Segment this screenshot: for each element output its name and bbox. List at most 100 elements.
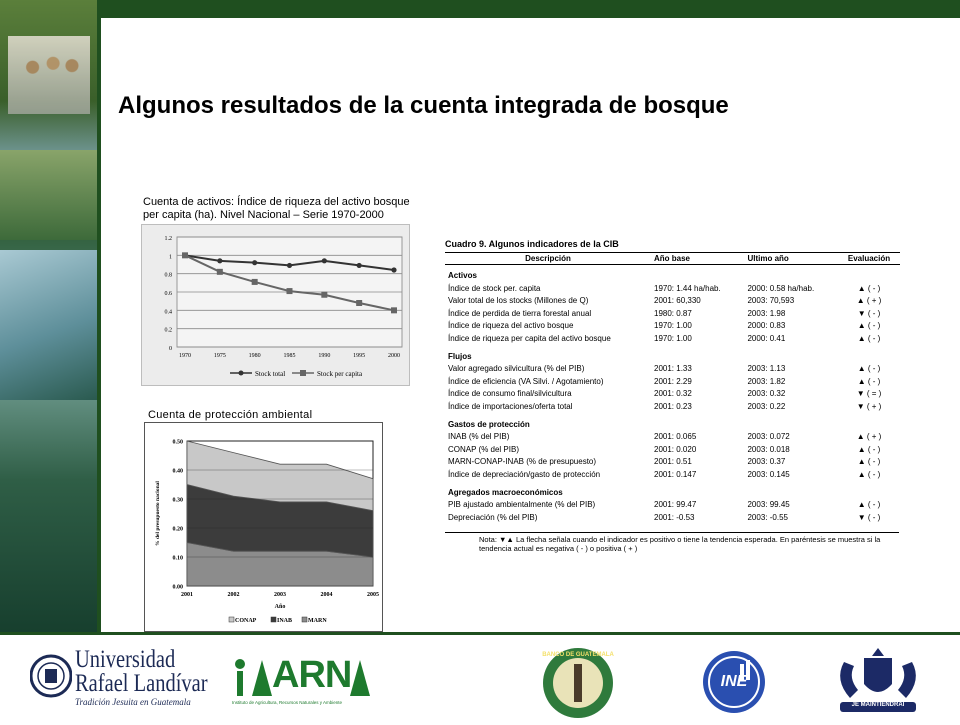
netherlands-coat-of-arms-icon: [830, 646, 926, 716]
x-tick-label: 2005: [367, 592, 379, 598]
cell-ultimo-ano: 2000: 0.83: [747, 321, 786, 331]
legend-marker-stock-total: [238, 370, 244, 376]
cell-descripcion: Índice de riqueza per capita del activo …: [448, 333, 611, 343]
legend-swatch-marn: [301, 616, 308, 623]
cell-ano-base: 2001: 2.29: [654, 376, 692, 386]
cell-descripcion: INAB (% del PIB): [448, 432, 510, 442]
cell-evaluacion: ▼ ( - ): [857, 512, 881, 522]
x-tick-label: 1975: [214, 353, 226, 359]
header-descripcion: Descripción: [445, 252, 651, 265]
table-row: Índice de riqueza del activo bosque 1970:…: [445, 320, 900, 333]
slide-title: Algunos resultados de la cuenta integrad…: [118, 92, 729, 119]
legend-marker-stock-per-capita: [300, 370, 306, 376]
y-tick-label: 0: [169, 346, 172, 352]
data-point: [252, 260, 258, 266]
left-divider: [97, 0, 101, 632]
cell-evaluacion: ▲ ( + ): [856, 432, 882, 442]
cell-descripcion: Valor agregado silvicultura (% del PIB): [448, 364, 585, 374]
data-point: [321, 258, 327, 264]
data-point: [391, 267, 397, 273]
cell-ano-base: 1970: 1.00: [654, 321, 692, 331]
tree-icon: [235, 659, 370, 696]
table-section-row: Flujos: [445, 346, 900, 364]
cell-evaluacion: ▼ ( = ): [856, 389, 882, 399]
chart1-caption-line2: per capita (ha). Nivel Nacional – Serie …: [143, 209, 384, 221]
chart1-caption: Cuenta de activos: Índice de riqueza del…: [143, 196, 443, 222]
cell-evaluacion: ▲ ( - ): [857, 333, 881, 343]
ine-logo-icon: [702, 650, 766, 714]
url-crest-icon: [29, 650, 73, 706]
cell-ano-base: 2001: 0.020: [654, 444, 697, 454]
cell-ano-base: 2001: 0.23: [654, 401, 692, 411]
photo-forest-shore: [0, 150, 97, 240]
cell-ultimo-ano: 2003: 0.072: [747, 432, 790, 442]
y-axis-label: % del presupuesto nacional: [155, 481, 161, 546]
cell-ultimo-ano: 2003: 1.82: [747, 376, 786, 386]
cell-ultimo-ano: 2003: 0.37: [747, 457, 786, 467]
y-tick-label: 0.2: [165, 328, 173, 334]
data-point: [286, 288, 293, 295]
cell-evaluacion: ▼ ( + ): [856, 401, 882, 411]
data-point: [286, 262, 293, 269]
x-tick-label: 1980: [249, 353, 261, 359]
table-row: Índice de importaciones/oferta total 2001…: [445, 401, 900, 414]
cell-ultimo-ano: 2003: 1.98: [747, 308, 786, 318]
iarna-subtitle: Instituto de Agricultura, Recursos Natur…: [232, 700, 343, 705]
cell-evaluacion: ▼ ( - ): [857, 308, 881, 318]
y-tick-label: 0.10: [173, 556, 184, 562]
area-conap: [186, 440, 374, 512]
cell-descripcion: Índice de depreciación/gasto de protecci…: [448, 469, 601, 479]
data-point: [217, 258, 223, 264]
cell-ultimo-ano: 2003: 0.32: [747, 389, 786, 399]
legend-label-stock-per-capita: Stock per capita: [317, 370, 363, 378]
cell-ano-base: 1970: 1.00: [654, 333, 692, 343]
header-evaluacion: Evaluación: [837, 252, 900, 265]
cell-ano-base: 2001: 1.33: [654, 364, 692, 374]
data-point: [321, 291, 328, 298]
cell-descripcion: Índice de consumo final/silvicultura: [448, 389, 572, 399]
legend-label-stock-total: Stock total: [255, 370, 285, 378]
x-tick-label: 1970: [179, 353, 191, 359]
x-tick-label: 1995: [353, 353, 365, 359]
cell-ultimo-ano: 2000: 0.58 ha/hab.: [747, 283, 815, 293]
cell-descripcion: Índice de perdida de tierra forestal anu…: [448, 308, 592, 318]
y-tick-label: 0.40: [173, 469, 184, 475]
x-tick-label: 1990: [318, 353, 330, 359]
legend-swatch-inab: [270, 616, 277, 623]
table-body: Activos Índice de stock per. capita 1970: …: [445, 265, 900, 525]
y-tick-label: 0.30: [173, 498, 184, 504]
x-tick-label: 1985: [284, 353, 296, 359]
cell-ultimo-ano: 2003: 0.018: [747, 444, 790, 454]
cell-ano-base: 2001: 0.32: [654, 389, 692, 399]
photo-lake: [0, 250, 97, 400]
table-header-row: Descripción Año base Ultimo año Evaluaci…: [445, 252, 900, 265]
cell-descripcion: Valor total de los stocks (Millones de Q…: [448, 296, 589, 306]
table-section-heading: Gastos de protección: [448, 419, 530, 429]
left-photo-strip: [0, 0, 97, 632]
table-section-heading: Flujos: [448, 351, 472, 361]
cell-ano-base: 1980: 0.87: [654, 308, 692, 318]
url-name-line1: Universidad: [75, 646, 176, 673]
cell-descripcion: Índice de riqueza del activo bosque: [448, 321, 574, 331]
y-tick-label: 0.8: [165, 273, 173, 279]
table-row: Índice de consumo final/silvicultura 2001…: [445, 388, 900, 401]
cell-ultimo-ano: 2003: -0.55: [747, 512, 788, 522]
table-row: MARN-CONAP-INAB (% de presupuesto) 2001: …: [445, 456, 900, 469]
ine-wordmark: INE: [720, 673, 748, 690]
x-tick-label: 2004: [321, 592, 333, 598]
url-logo: Universidad Rafael Landívar Tradición Je…: [75, 646, 237, 708]
cell-ano-base: 2001: 60,330: [654, 296, 701, 306]
data-point: [216, 268, 223, 275]
table-section-heading: Agregados macroeconómicos: [448, 487, 563, 497]
table-section-row: Gastos de protección: [445, 414, 900, 432]
cell-ultimo-ano: 2003: 0.22: [747, 401, 786, 411]
cell-evaluacion: ▲ ( - ): [857, 444, 881, 454]
indicators-table: Descripción Año base Ultimo año Evaluaci…: [445, 252, 900, 524]
cell-descripcion: MARN-CONAP-INAB (% de presupuesto): [448, 457, 597, 467]
table-row: Valor agregado silvicultura (% del PIB) 2…: [445, 363, 900, 376]
cell-descripcion: Índice de stock per. capita: [448, 283, 541, 293]
table-row: Valor total de los stocks (Millones de Q…: [445, 295, 900, 308]
legend-label-marn: MARN: [308, 618, 327, 624]
banguat-seal-icon: [541, 646, 615, 720]
y-tick-label: 0.00: [173, 585, 184, 591]
